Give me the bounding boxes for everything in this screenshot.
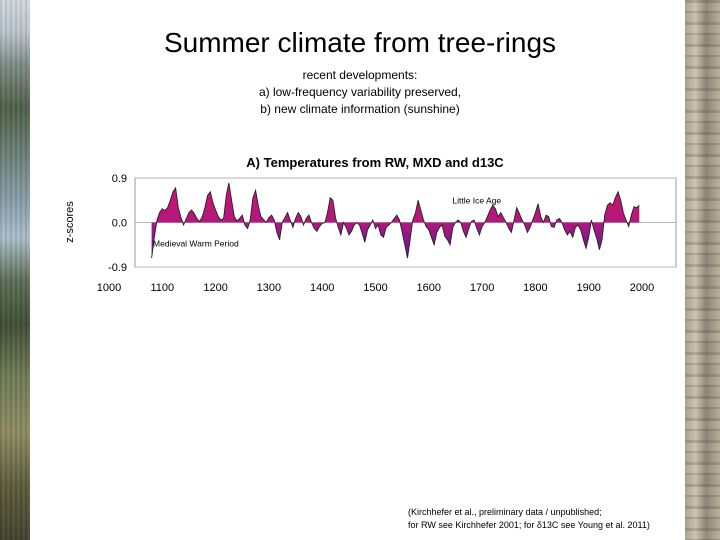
left-forest-photo: [0, 0, 30, 540]
series-area: [151, 182, 640, 259]
annotation-label: Medieval Warm Period: [153, 238, 239, 248]
right-wood-photo: [685, 0, 720, 540]
y-axis-label: z-scores: [64, 201, 76, 243]
y-tick-label: 0.0: [112, 218, 127, 230]
x-tick-label: 2000: [630, 282, 654, 294]
subtitle-line: recent developments:: [302, 68, 418, 82]
slide-title: Summer climate from tree-rings: [163, 27, 557, 58]
x-tick-label: 1500: [363, 282, 387, 294]
x-tick-label: 1100: [150, 282, 174, 294]
y-tick-label: -0.9: [108, 262, 127, 274]
subtitle-line: a) low-frequency variability preserved,: [258, 85, 462, 99]
x-tick-label: 1900: [576, 282, 600, 294]
chart-title: A) Temperatures from RW, MXD and d13C: [246, 155, 504, 170]
annotation-label: Little Ice Age: [452, 195, 501, 205]
subtitle-line: b) new climate information (sunshine): [260, 102, 460, 116]
x-tick-label: 1400: [310, 282, 334, 294]
x-tick-label: 1300: [257, 282, 281, 294]
series-group: [151, 182, 640, 259]
citation-line: for RW see Kirchhefer 2001; for δ13C see…: [408, 520, 650, 530]
x-tick-label: 1600: [417, 282, 441, 294]
y-tick-labels: 0.9 0.0 -0.9: [108, 173, 127, 274]
series-line: [151, 182, 640, 259]
subtitle: recent developments: a) low-frequency va…: [160, 67, 560, 118]
x-tick-label: 1800: [523, 282, 547, 294]
x-tick-label: 1700: [470, 282, 494, 294]
x-tick-labels: 1000 1100 1200 1300 1400 1500 1600 1700 1800 1900…: [97, 282, 654, 294]
annotations: Little Ice Age Medieval Warm Period: [153, 195, 501, 248]
y-tick-label: 0.9: [112, 173, 127, 185]
x-tick-label: 1000: [97, 282, 121, 294]
citation: (Kirchhefer et al., preliminary data / u…: [408, 506, 650, 532]
x-tick-label: 1200: [203, 282, 227, 294]
citation-line: (Kirchhefer et al., preliminary data / u…: [408, 507, 602, 517]
